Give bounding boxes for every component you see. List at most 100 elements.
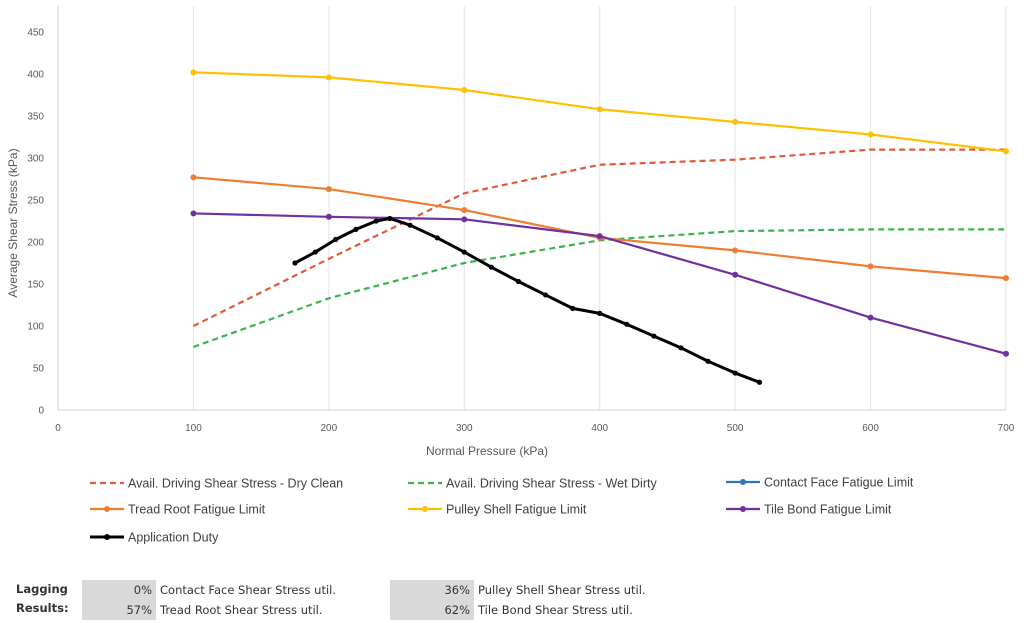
results-label-line2: Results: bbox=[16, 601, 69, 615]
series-6-point-16 bbox=[678, 345, 684, 351]
series-6-point-15 bbox=[651, 333, 657, 339]
result-contact-face-pct: 0% bbox=[82, 580, 156, 600]
series-3-point-1 bbox=[325, 186, 332, 193]
legend-label-5: Tile Bond Fatigue Limit bbox=[764, 503, 892, 517]
series-5-point-3 bbox=[596, 233, 603, 240]
x-tick-label-200: 200 bbox=[321, 423, 338, 434]
legend-item-6: Application Duty bbox=[90, 531, 219, 545]
x-tick-label-600: 600 bbox=[862, 423, 879, 434]
y-tick-label-200: 200 bbox=[27, 238, 44, 249]
y-tick-label-400: 400 bbox=[27, 70, 44, 81]
result-pulley-shell: 36% Pulley Shell Shear Stress util. bbox=[390, 580, 646, 600]
result-tread-root-text: Tread Root Shear Stress util. bbox=[160, 603, 323, 617]
axes: 0 100 200 300 400 500 600 700 0 50 100 150 200 250 300… bbox=[6, 6, 1015, 458]
series-line-0 bbox=[192, 148, 1006, 327]
y-tick-label-50: 50 bbox=[33, 364, 45, 375]
result-tread-root: 57% Tread Root Shear Stress util. bbox=[82, 600, 323, 620]
legend-item-0: Avail. Driving Shear Stress - Dry Clean bbox=[90, 477, 343, 491]
legend-marker-3 bbox=[104, 506, 110, 512]
series-6-point-19 bbox=[756, 379, 763, 385]
series-3-point-6 bbox=[1003, 275, 1009, 282]
x-tick-label-400: 400 bbox=[591, 423, 608, 434]
result-tile-bond: 62% Tile Bond Shear Stress util. bbox=[390, 600, 633, 620]
result-contact-face: 0% Contact Face Shear Stress util. bbox=[82, 580, 336, 600]
result-tile-bond-pct: 62% bbox=[390, 600, 474, 620]
series-6-point-9 bbox=[488, 264, 494, 270]
series-3-point-5 bbox=[867, 263, 874, 270]
x-tick-label-100: 100 bbox=[185, 423, 202, 434]
x-tick-label-700: 700 bbox=[998, 423, 1015, 434]
series-4-point-4 bbox=[732, 118, 739, 125]
legend-marker-6 bbox=[104, 534, 110, 540]
series-6-point-0 bbox=[292, 260, 298, 266]
result-tread-root-pct: 57% bbox=[82, 600, 156, 620]
series-6-point-18 bbox=[732, 370, 738, 376]
result-pulley-shell-pct: 36% bbox=[390, 580, 474, 600]
series-line-6 bbox=[294, 216, 761, 384]
series-6-point-1 bbox=[312, 249, 318, 255]
series-6-point-8 bbox=[461, 249, 467, 255]
legend-label-2: Contact Face Fatigue Limit bbox=[764, 476, 914, 490]
legend-item-3: Tread Root Fatigue Limit bbox=[90, 503, 266, 517]
result-tile-bond-text: Tile Bond Shear Stress util. bbox=[478, 603, 633, 617]
x-tick-label-500: 500 bbox=[727, 423, 744, 434]
lagging-results: Lagging Results: 0% Contact Face Shear St… bbox=[0, 578, 1024, 622]
series-6-point-11 bbox=[542, 292, 549, 298]
series-4-point-3 bbox=[596, 106, 603, 113]
series-5-point-4 bbox=[732, 271, 739, 278]
series-6-point-14 bbox=[624, 321, 630, 327]
y-tick-label-300: 300 bbox=[27, 154, 44, 165]
legend-item-2: Contact Face Fatigue Limit bbox=[726, 476, 914, 490]
x-axis-title: Normal Pressure (kPa) bbox=[426, 444, 548, 458]
legend-label-4: Pulley Shell Fatigue Limit bbox=[446, 503, 587, 517]
y-tick-label-450: 450 bbox=[27, 28, 44, 39]
legend-marker-2 bbox=[740, 479, 746, 485]
y-tick-label-250: 250 bbox=[27, 196, 44, 207]
series-6-point-10 bbox=[515, 278, 522, 285]
y-axis-title: Average Shear Stress (kPa) bbox=[6, 148, 20, 297]
series-6-point-4 bbox=[373, 218, 379, 224]
y-tick-label-150: 150 bbox=[27, 280, 44, 291]
series-3-point-0 bbox=[190, 174, 197, 181]
legend-item-5: Tile Bond Fatigue Limit bbox=[726, 503, 892, 517]
series-4-point-0 bbox=[190, 69, 197, 76]
series-4-point-2 bbox=[461, 86, 468, 93]
legend-marker-4 bbox=[422, 506, 428, 512]
legend-label-6: Application Duty bbox=[128, 531, 219, 545]
series-5-point-1 bbox=[325, 213, 332, 220]
legend-item-4: Pulley Shell Fatigue Limit bbox=[408, 503, 587, 517]
series-6-point-17 bbox=[705, 358, 711, 364]
series-6-point-5 bbox=[387, 215, 393, 222]
series-6-point-12 bbox=[570, 305, 576, 311]
x-tick-label-300: 300 bbox=[456, 423, 473, 434]
legend-item-1: Avail. Driving Shear Stress - Wet Dirty bbox=[408, 477, 657, 491]
gridlines bbox=[192, 6, 1007, 410]
series-3-point-4 bbox=[732, 247, 739, 254]
series-4-point-1 bbox=[325, 74, 332, 81]
y-tick-label-100: 100 bbox=[27, 322, 44, 333]
legend-label-1: Avail. Driving Shear Stress - Wet Dirty bbox=[446, 477, 657, 491]
series-6-point-6 bbox=[407, 222, 413, 228]
legend-label-3: Tread Root Fatigue Limit bbox=[128, 503, 266, 517]
series-5-point-5 bbox=[867, 314, 874, 321]
series-6-point-2 bbox=[333, 236, 339, 243]
result-pulley-shell-text: Pulley Shell Shear Stress util. bbox=[478, 583, 646, 597]
results-label-line1: Lagging bbox=[16, 582, 68, 596]
legend-marker-5 bbox=[740, 506, 746, 512]
chart: 0 100 200 300 400 500 600 700 0 50 100 150 200 250 300… bbox=[6, 6, 1015, 545]
x-tick-label-0: 0 bbox=[55, 423, 61, 434]
series-4-point-6 bbox=[1003, 148, 1009, 155]
series-6-point-3 bbox=[353, 226, 359, 232]
y-tick-label-350: 350 bbox=[27, 112, 44, 123]
series-5-point-2 bbox=[461, 216, 468, 223]
legend: Avail. Driving Shear Stress - Dry Clean A… bbox=[90, 476, 914, 545]
series-4-point-5 bbox=[867, 131, 874, 138]
series-5-point-0 bbox=[190, 210, 197, 217]
series-6-point-7 bbox=[434, 235, 440, 241]
series-5-point-6 bbox=[1003, 350, 1009, 357]
series-layer bbox=[190, 69, 1009, 385]
y-tick-label-0: 0 bbox=[38, 406, 44, 417]
series-3-point-2 bbox=[461, 207, 468, 214]
result-contact-face-text: Contact Face Shear Stress util. bbox=[160, 583, 336, 597]
series-6-point-13 bbox=[597, 310, 603, 316]
